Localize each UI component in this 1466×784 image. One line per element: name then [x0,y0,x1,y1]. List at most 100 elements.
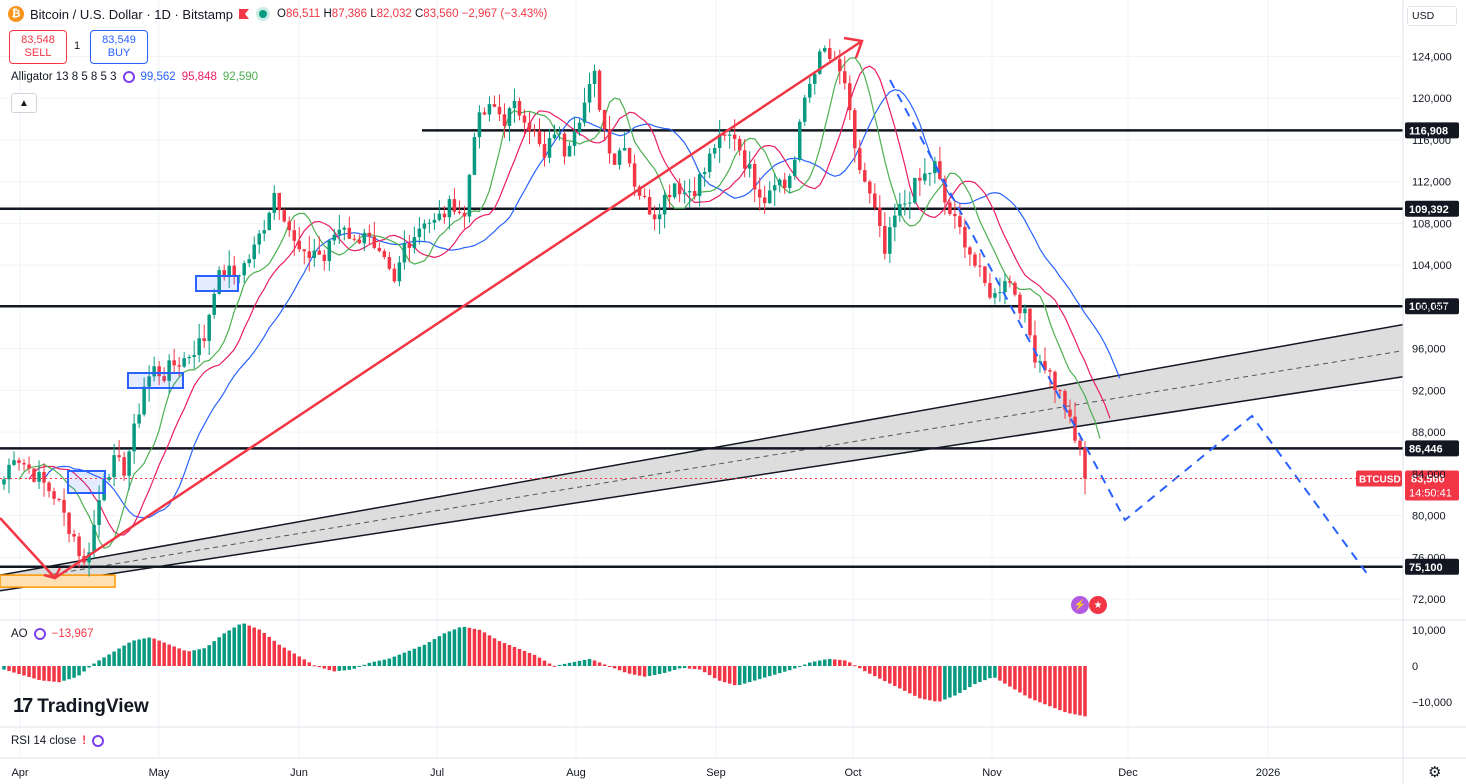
ao-tick-label: 0 [1412,661,1418,673]
candle-body [1013,282,1017,295]
candle-body [257,233,261,245]
ao-bar [632,666,637,675]
indicator-settings-icon[interactable] [92,735,105,747]
ao-bar [953,666,957,696]
candle-body [512,101,517,109]
us-flag-icon[interactable]: ★ [1089,596,1107,614]
candle-body [722,134,727,136]
candle-body [657,214,662,220]
candle-body [502,114,507,126]
ao-bar [943,666,947,700]
price-tick-label: 76,000 [1412,552,1446,564]
currency-selector[interactable]: USD [1407,6,1457,26]
candle-body [913,177,917,203]
candle-body [272,192,277,213]
ao-bar [487,635,492,666]
ao-bar [72,666,76,678]
ao-bar [322,666,327,669]
collapse-legend-button[interactable]: ▲ [11,93,37,113]
event-badges[interactable]: ⚡ ★ [1071,596,1107,614]
alligator-legend[interactable]: Alligator 13 8 5 8 5 3 99,562 95,848 92,… [11,71,258,83]
level-tag [1405,200,1459,217]
candle-body [1078,440,1082,448]
level-tag [1405,122,1459,139]
horizontal-levels[interactable]: 116,908 109,392 100,057 86,446 75,100 [0,122,1459,588]
indicator-settings-icon[interactable] [33,628,46,640]
indicator-settings-icon[interactable] [122,71,135,83]
ao-bar [232,627,236,666]
ao-bar [572,661,577,666]
rsi-legend[interactable]: RSI 14 close ! [11,735,105,747]
candle-body [352,238,357,240]
candle-body [702,172,707,175]
ao-bar [597,662,602,666]
candle-body [222,270,226,276]
candle-body [787,176,792,188]
candle-body [792,159,797,177]
ao-bar [737,666,742,685]
ao-bar [112,651,116,666]
candle-body [642,195,647,197]
buy-button[interactable]: 83,549 BUY [90,30,148,64]
ao-bar [17,666,21,675]
ao-bar [197,649,201,666]
ao-bar [722,666,727,683]
ao-bar [177,648,181,666]
candle-body [933,161,937,174]
candle-body [1073,416,1077,441]
candle-body [87,552,91,563]
candle-body [687,191,692,193]
symbol-title[interactable]: Bitcoin / U.S. Dollar · 1D · Bitstamp [30,6,233,22]
candle-body [898,204,902,216]
candle-body [337,229,342,235]
sell-button[interactable]: 83,548 SELL [9,30,67,64]
candle-body [878,207,882,226]
price-tick-label: 120,000 [1412,93,1452,105]
rising-channel[interactable] [0,323,1404,592]
candle-body [1003,281,1007,293]
ao-bar [918,666,922,699]
ao-histogram [2,623,1087,717]
warning-icon[interactable]: ! [82,735,87,747]
candle-body [923,173,927,181]
candle-body [918,177,922,181]
ao-bar [787,666,792,671]
candle-body [2,479,6,485]
drawings[interactable]: BTCUSD 83,560 14:50:41 [0,36,1459,580]
ao-bar [592,660,597,666]
candle-body [1038,361,1042,363]
tradingview-logo[interactable]: 17 TradingView [13,695,149,718]
price-tick-label: 104,000 [1412,260,1452,272]
candle-body [883,225,887,254]
ao-bar [332,666,337,672]
candle-body [212,293,216,315]
candle-body [282,210,287,222]
ao-bar [657,666,662,674]
order-quantity[interactable]: 1 [74,40,81,52]
candle-body [818,51,822,74]
ao-bar [397,654,402,666]
ao-bar [903,666,907,691]
candle-body [958,216,962,227]
candle-body [192,355,196,358]
candle-body [517,101,522,116]
candle-body [362,232,367,244]
time-tick-label: Jun [290,767,308,779]
ao-bar [687,666,692,669]
ao-bar [677,666,682,669]
branding-text: TradingView [37,695,149,717]
lightning-icon[interactable]: ⚡ [1071,596,1089,614]
ao-bar [227,630,231,666]
candle-body [782,179,787,188]
candle-body [1043,361,1047,371]
flag-icon[interactable] [239,9,249,19]
ao-bar [1008,666,1012,687]
ao-bar [467,627,472,666]
candle-body [467,174,472,217]
ao-bar [27,666,31,677]
gear-icon[interactable]: ⚙ [1428,764,1442,781]
ao-legend[interactable]: AO −13,967 [11,628,94,640]
candle-body [52,491,56,499]
price-tick-label: 96,000 [1412,344,1446,356]
